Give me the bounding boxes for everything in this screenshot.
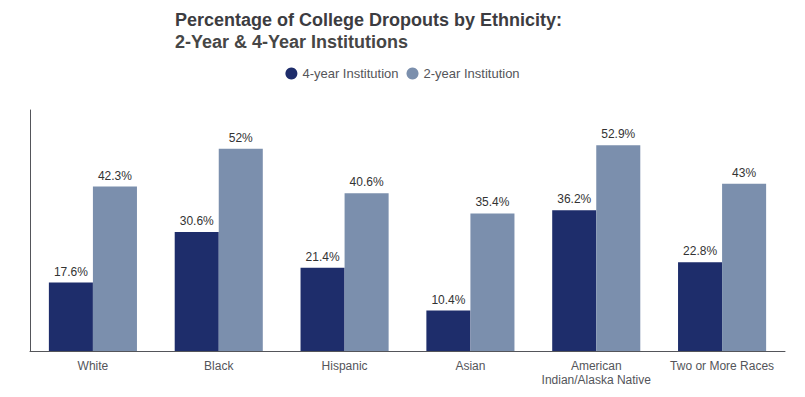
svg-text:40.6%: 40.6% — [350, 175, 384, 189]
svg-text:52%: 52% — [229, 131, 253, 145]
svg-text:35.4%: 35.4% — [475, 195, 509, 209]
svg-text:22.8%: 22.8% — [683, 244, 717, 258]
svg-text:30.6%: 30.6% — [180, 214, 214, 228]
svg-text:2-year Institution: 2-year Institution — [424, 66, 520, 81]
svg-text:43%: 43% — [732, 166, 756, 180]
svg-text:2-Year & 4-Year Institutions: 2-Year & 4-Year Institutions — [175, 32, 408, 52]
svg-text:Hispanic: Hispanic — [322, 359, 368, 373]
svg-text:21.4%: 21.4% — [306, 250, 340, 264]
svg-text:4-year Institution: 4-year Institution — [302, 66, 398, 81]
svg-text:Asian: Asian — [455, 359, 485, 373]
svg-text:Indian/Alaska Native: Indian/Alaska Native — [542, 373, 652, 387]
svg-text:10.4%: 10.4% — [431, 293, 465, 307]
svg-text:Two or More Races: Two or More Races — [670, 359, 774, 373]
svg-text:42.3%: 42.3% — [98, 169, 132, 183]
svg-text:17.6%: 17.6% — [54, 265, 88, 279]
svg-text:Black: Black — [204, 359, 234, 373]
svg-text:52.9%: 52.9% — [601, 127, 635, 141]
svg-text:36.2%: 36.2% — [557, 192, 591, 206]
svg-text:American: American — [571, 359, 622, 373]
svg-text:White: White — [78, 359, 109, 373]
svg-text:Percentage of College Dropouts: Percentage of College Dropouts by Ethnic… — [175, 10, 562, 30]
